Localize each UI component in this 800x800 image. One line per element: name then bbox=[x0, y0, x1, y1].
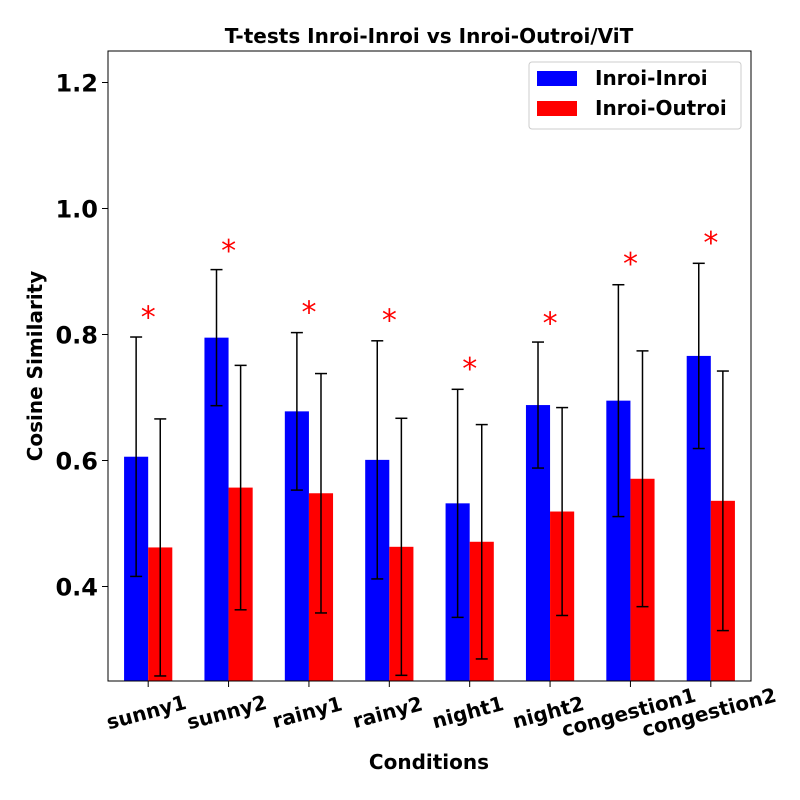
significance-marker: * bbox=[382, 303, 397, 338]
x-tick-label: night1 bbox=[429, 691, 506, 733]
x-tick-label: sunny2 bbox=[184, 690, 269, 734]
y-tick-label: 1.2 bbox=[55, 70, 98, 98]
x-axis-label: Conditions bbox=[369, 750, 489, 774]
significance-marker: * bbox=[462, 352, 477, 387]
y-tick-label: 0.8 bbox=[55, 322, 98, 350]
legend-swatch-inroi-outroi bbox=[537, 101, 577, 116]
x-tick-label: rainy1 bbox=[270, 691, 345, 733]
y-tick-label: 0.4 bbox=[55, 574, 98, 602]
legend-frame bbox=[528, 61, 742, 130]
y-tick-label: 1.0 bbox=[55, 196, 98, 224]
significance-marker: * bbox=[141, 300, 156, 335]
significance-marker: * bbox=[703, 226, 718, 261]
y-tick-label: 0.6 bbox=[55, 448, 98, 476]
legend-label-inroi-outroi: Inroi-Outroi bbox=[595, 96, 727, 120]
chart-title: T-tests Inroi-Inroi vs Inroi-Outroi/ViT bbox=[225, 24, 634, 48]
significance-marker: * bbox=[301, 295, 316, 330]
significance-marker: * bbox=[543, 307, 558, 342]
legend-swatch-inroi-inroi bbox=[537, 71, 577, 86]
significance-marker: * bbox=[221, 234, 236, 269]
plot-frame bbox=[107, 50, 752, 682]
x-tick-label: rainy2 bbox=[350, 691, 425, 733]
x-tick-label: sunny1 bbox=[104, 690, 189, 734]
significance-marker: * bbox=[623, 247, 638, 282]
plot-area: *sunny1*sunny2*rainy1*rainy2*night1*nigh… bbox=[55, 50, 779, 742]
legend: Inroi-Inroi Inroi-Outroi bbox=[528, 61, 742, 130]
y-axis-label: Cosine Similarity bbox=[23, 271, 47, 462]
legend-label-inroi-inroi: Inroi-Inroi bbox=[595, 66, 708, 90]
